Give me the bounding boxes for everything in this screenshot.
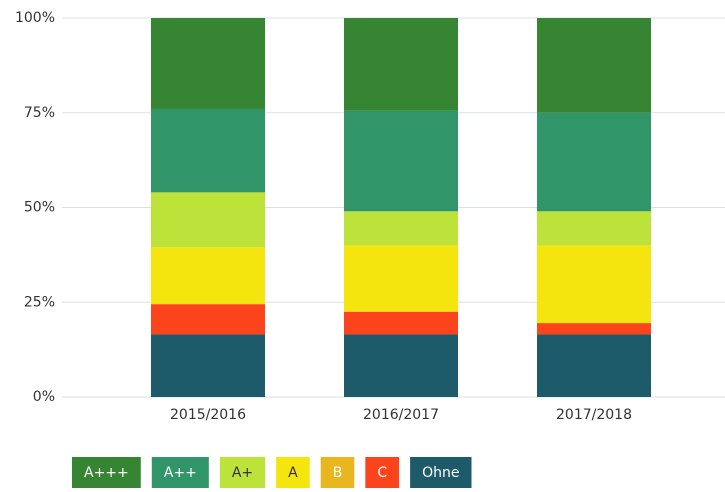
legend-label: A+++ <box>84 465 129 481</box>
legend-swatch <box>365 457 400 488</box>
x-tick-label: 2016/2017 <box>363 407 439 423</box>
bar-segment <box>344 110 458 212</box>
legend-label: A++ <box>164 465 197 481</box>
legend-swatch <box>320 457 355 488</box>
legend-item: A++ <box>151 457 209 488</box>
bar-segment <box>537 334 651 397</box>
y-tick-label: 100% <box>15 10 55 26</box>
legend-label: A+ <box>232 465 253 481</box>
bar-segment <box>537 323 651 335</box>
y-tick-label: 50% <box>24 200 55 216</box>
y-tick-label: 0% <box>33 389 55 405</box>
legend-item: A+ <box>219 457 266 488</box>
bar-segment <box>151 247 265 305</box>
bar-segment <box>344 211 458 246</box>
legend-item: A <box>276 457 310 488</box>
bar-segment <box>151 304 265 335</box>
bar-segment <box>151 108 265 193</box>
legend-item: C <box>365 457 400 488</box>
legend-item: Ohne <box>410 457 472 488</box>
legend-label: B <box>333 465 343 481</box>
legend-swatch <box>72 457 141 488</box>
legend-item: B <box>320 457 355 488</box>
bar-segment <box>537 112 651 212</box>
bar-segment <box>344 311 458 335</box>
bar-segment <box>344 334 458 397</box>
legend-swatch <box>410 457 472 488</box>
legend-item: A+++ <box>72 457 141 488</box>
bar-segment <box>151 334 265 397</box>
y-tick-label: 75% <box>24 105 55 121</box>
bar-segment <box>537 245 651 324</box>
legend-label: Ohne <box>422 465 459 481</box>
bar-segment <box>151 192 265 248</box>
bar-segment <box>537 18 651 113</box>
x-tick-label: 2017/2018 <box>556 407 632 423</box>
bar-segment <box>151 18 265 109</box>
bar-segment <box>344 18 458 111</box>
bar-segment <box>537 211 651 246</box>
x-tick-label: 2015/2016 <box>170 407 246 423</box>
legend-swatch <box>276 457 310 488</box>
legend-label: C <box>377 465 387 481</box>
legend-swatch <box>151 457 209 488</box>
bar-segment <box>344 245 458 312</box>
y-tick-label: 25% <box>24 294 55 310</box>
legend-swatch <box>219 457 266 488</box>
legend-label: A <box>288 465 298 481</box>
